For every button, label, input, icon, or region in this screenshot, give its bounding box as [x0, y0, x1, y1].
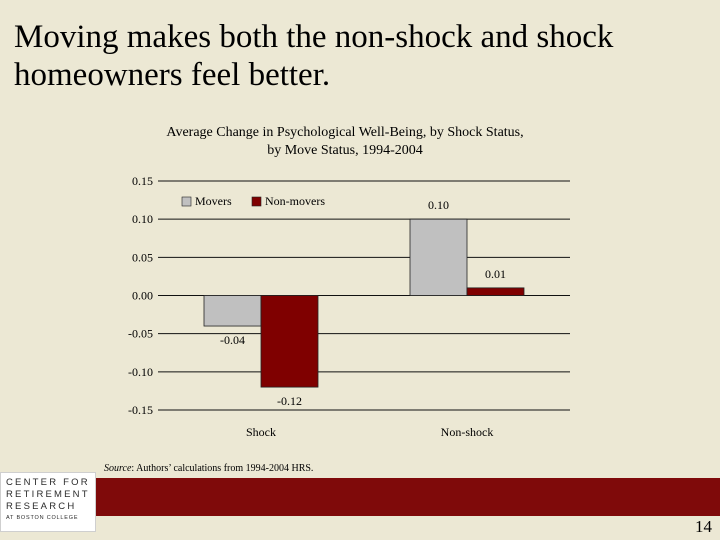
legend-swatch: [181, 196, 192, 207]
crr-logo: CENTER FOR RETIREMENT RESEARCH AT BOSTON…: [0, 472, 96, 532]
source-label: Source: [104, 463, 132, 474]
legend-label: Non-movers: [265, 194, 325, 208]
logo-line-3: RESEARCH: [6, 501, 77, 512]
legend-label: Movers: [195, 194, 232, 208]
x-tick-label: Shock: [246, 425, 276, 439]
bar-non-movers: [466, 287, 525, 296]
logo-line-4: AT BOSTON COLLEGE: [6, 515, 79, 521]
source-text: : Authors’ calculations from 1994-2004 H…: [131, 463, 314, 474]
data-label: -0.12: [277, 394, 302, 408]
y-tick-label: 0.05: [132, 250, 153, 264]
chart-title-line-2: by Move Status, 1994-2004: [267, 143, 423, 158]
y-tick-label: -0.10: [128, 365, 153, 379]
data-label: 0.01: [485, 267, 506, 281]
chart-title-line-1: Average Change in Psychological Well-Bei…: [166, 125, 524, 140]
bar-non-movers: [260, 295, 319, 388]
data-label: 0.10: [428, 198, 449, 212]
footer-bar: [96, 478, 720, 516]
y-tick-label: 0.10: [132, 212, 153, 226]
bar-chart: 0.15 0.10 0.05 0.00 -0.05 -0.10 -0.15 -0.04 -0.1…: [128, 174, 570, 439]
y-tick-label: -0.15: [128, 403, 153, 417]
y-tick-label: -0.05: [128, 327, 153, 341]
logo-line-1: CENTER FOR: [6, 477, 90, 488]
bar-movers: [409, 218, 468, 296]
y-tick-label: 0.00: [132, 289, 153, 303]
page-number: 14: [695, 517, 712, 536]
y-tick-label: 0.15: [132, 174, 153, 188]
bar-movers: [203, 295, 262, 327]
x-tick-label: Non-shock: [441, 425, 494, 439]
source-note: Source: Authors’ calculations from 1994-…: [104, 463, 313, 474]
legend-swatch: [251, 196, 262, 207]
slide-title: Moving makes both the non-shock and shoc…: [14, 19, 614, 93]
data-label: -0.04: [220, 333, 245, 347]
chart-title: Average Change in Psychological Well-Bei…: [100, 124, 590, 160]
logo-line-2: RETIREMENT: [6, 489, 90, 500]
